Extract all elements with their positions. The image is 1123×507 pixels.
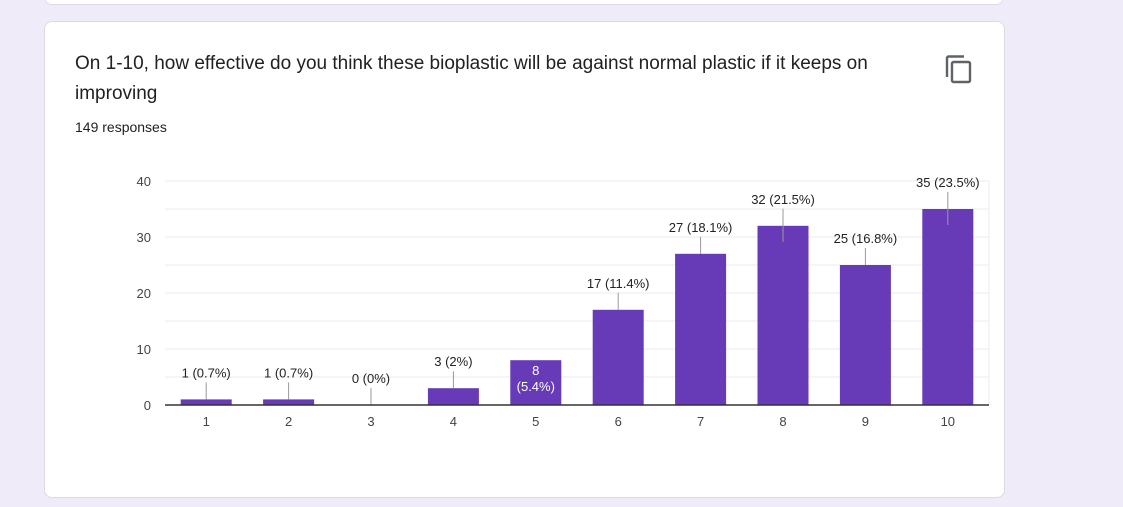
data-label: 25 (16.8%) bbox=[834, 231, 898, 246]
x-tick-label: 6 bbox=[615, 414, 622, 429]
x-tick-label: 10 bbox=[941, 414, 955, 429]
data-label: 1 (0.7%) bbox=[264, 365, 313, 380]
y-tick-label: 20 bbox=[137, 286, 151, 301]
data-label: 27 (18.1%) bbox=[669, 220, 733, 235]
copy-icon bbox=[945, 55, 972, 84]
question-card: On 1-10, how effective do you think thes… bbox=[44, 21, 1005, 498]
x-tick-label: 8 bbox=[779, 414, 786, 429]
bar bbox=[263, 399, 315, 405]
data-label: 0 (0%) bbox=[352, 371, 390, 386]
data-label: 32 (21.5%) bbox=[751, 192, 815, 207]
x-tick-label: 2 bbox=[285, 414, 292, 429]
bar bbox=[592, 309, 644, 405]
question-title: On 1-10, how effective do you think thes… bbox=[75, 53, 868, 104]
x-tick-label: 4 bbox=[450, 414, 457, 429]
bar bbox=[510, 360, 562, 405]
response-count: 149 responses bbox=[75, 119, 167, 135]
data-label: 17 (11.4%) bbox=[587, 276, 650, 291]
data-label: 35 (23.5%) bbox=[916, 175, 980, 190]
x-tick-label: 1 bbox=[203, 414, 210, 429]
bar bbox=[922, 209, 974, 405]
bar bbox=[180, 399, 232, 405]
y-tick-label: 0 bbox=[144, 398, 151, 413]
x-tick-label: 5 bbox=[532, 414, 539, 429]
data-label: 3 (2%) bbox=[434, 354, 472, 369]
x-tick-label: 7 bbox=[697, 414, 704, 429]
x-tick-label: 3 bbox=[367, 414, 374, 429]
y-tick-label: 30 bbox=[137, 230, 151, 245]
data-label: 8 (5.4%) bbox=[517, 363, 555, 394]
x-tick-label: 9 bbox=[862, 414, 869, 429]
copy-chart-button[interactable] bbox=[942, 52, 976, 86]
bar bbox=[427, 388, 479, 405]
bar bbox=[757, 225, 809, 405]
bar bbox=[675, 253, 727, 405]
data-label: 1 (0.7%) bbox=[182, 365, 231, 380]
bar bbox=[839, 265, 891, 405]
y-tick-label: 40 bbox=[137, 174, 151, 189]
y-tick-label: 10 bbox=[137, 342, 151, 357]
